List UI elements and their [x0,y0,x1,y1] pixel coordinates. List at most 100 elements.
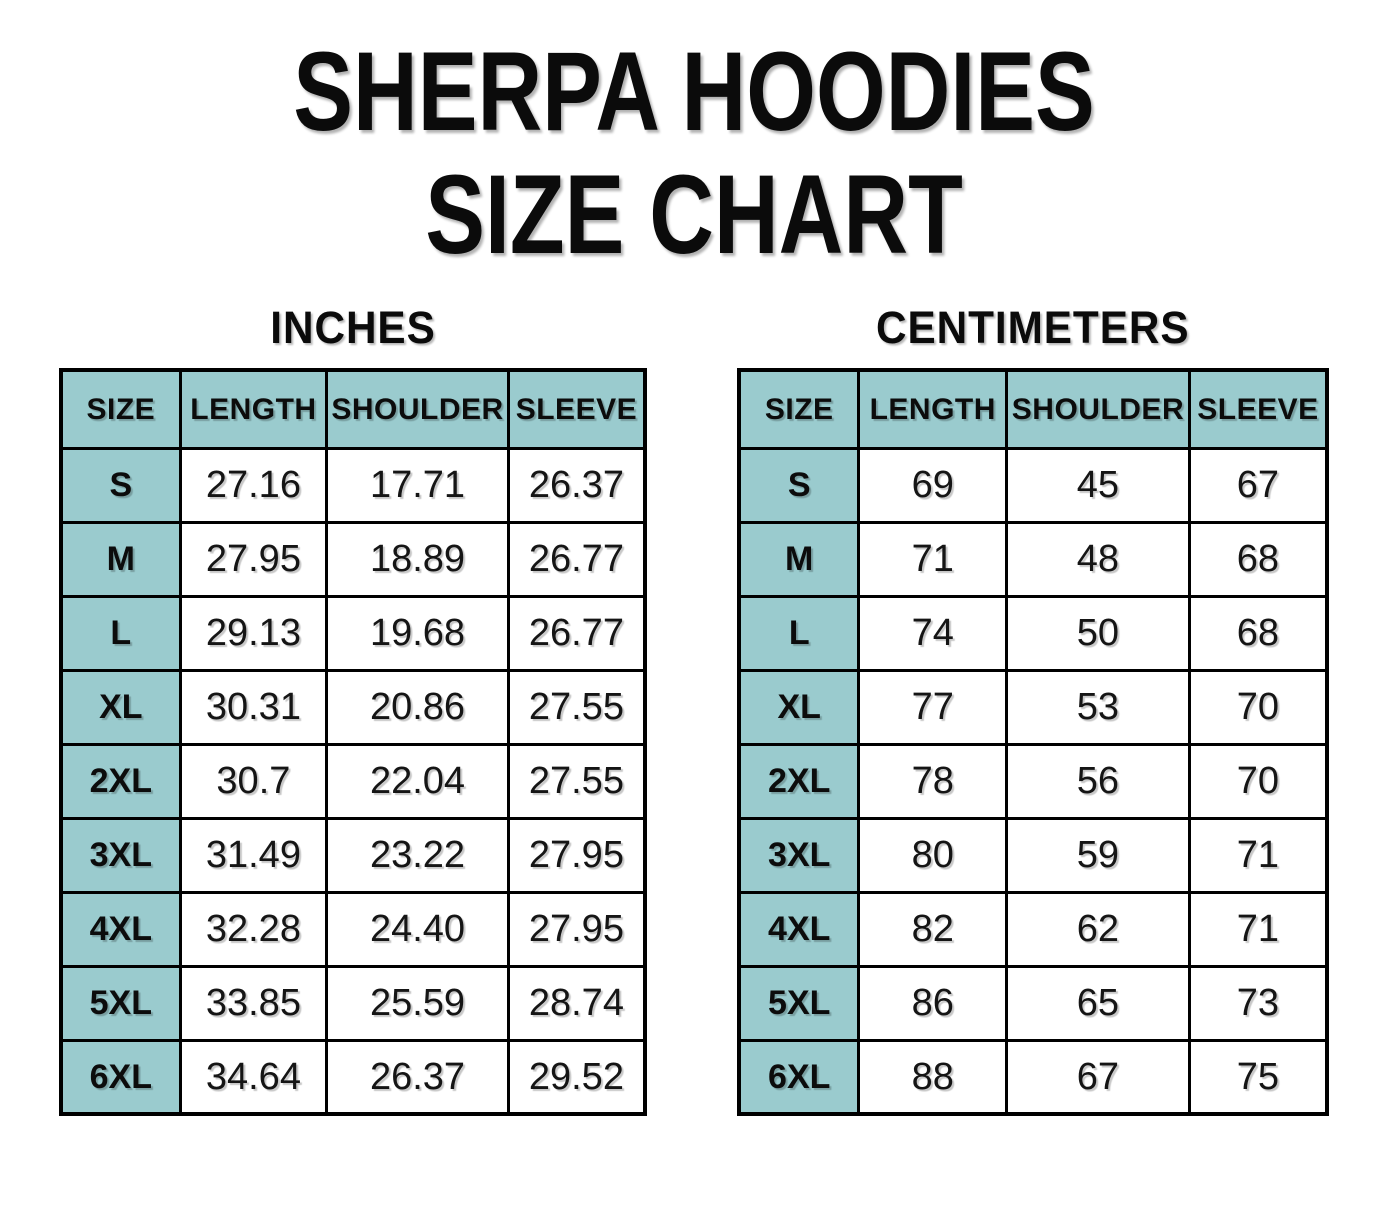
value-cell: 26.77 [506,520,647,598]
value-cell: 50 [1005,594,1191,672]
centimeters-header-row: SIZE LENGTH SHOULDER SLEEVE [737,368,1329,450]
inches-heading: INCHES [270,302,436,354]
centimeters-heading: CENTIMETERS [876,302,1190,354]
table-row: 5XL 86 65 73 [737,964,1329,1042]
value-cell: 31.49 [178,816,329,894]
table-row: XL 77 53 70 [737,668,1329,746]
value-cell: 75 [1187,1038,1329,1116]
size-cell: 6XL [59,1038,182,1116]
table-row: XL 30.31 20.86 27.55 [59,668,647,746]
value-cell: 67 [1187,446,1329,524]
value-cell: 73 [1187,964,1329,1042]
value-cell: 45 [1005,446,1191,524]
value-cell: 17.71 [325,446,510,524]
centimeters-header-sleeve: SLEEVE [1187,368,1329,450]
value-cell: 65 [1005,964,1191,1042]
centimeters-header-size: SIZE [737,368,861,450]
size-cell: M [59,520,182,598]
value-cell: 27.95 [178,520,329,598]
value-cell: 30.31 [178,668,329,746]
size-cell: 4XL [59,890,182,968]
size-cell: 6XL [737,1038,861,1116]
value-cell: 71 [1187,816,1329,894]
value-cell: 71 [1187,890,1329,968]
value-cell: 78 [857,742,1009,820]
size-cell: 3XL [59,816,182,894]
tables-row: INCHES SIZE LENGTH SHOULDER SLEEVE S 27.1… [0,302,1388,1117]
centimeters-header-shoulder: SHOULDER [1005,368,1191,450]
value-cell: 70 [1187,742,1329,820]
centimeters-table-section: CENTIMETERS SIZE LENGTH SHOULDER SLEEVE … [737,302,1329,1117]
value-cell: 19.68 [325,594,510,672]
page-title: SHERPA HOODIES SIZE CHART [139,30,1249,276]
size-cell: M [737,520,861,598]
inches-header-shoulder: SHOULDER [325,368,510,450]
table-row: L 74 50 68 [737,594,1329,672]
value-cell: 18.89 [325,520,510,598]
value-cell: 56 [1005,742,1191,820]
inches-header-length: LENGTH [178,368,329,450]
size-cell: S [59,446,182,524]
value-cell: 80 [857,816,1009,894]
value-cell: 27.95 [506,816,647,894]
size-cell: 5XL [59,964,182,1042]
value-cell: 68 [1187,520,1329,598]
value-cell: 26.37 [506,446,647,524]
size-chart-page: SHERPA HOODIES SIZE CHART INCHES SIZE LE… [0,30,1388,1230]
value-cell: 22.04 [325,742,510,820]
value-cell: 27.55 [506,668,647,746]
value-cell: 82 [857,890,1009,968]
value-cell: 86 [857,964,1009,1042]
table-row: S 69 45 67 [737,446,1329,524]
table-row: 4XL 82 62 71 [737,890,1329,968]
value-cell: 27.16 [178,446,329,524]
table-row: M 71 48 68 [737,520,1329,598]
value-cell: 69 [857,446,1009,524]
value-cell: 48 [1005,520,1191,598]
value-cell: 68 [1187,594,1329,672]
size-cell: 5XL [737,964,861,1042]
size-cell: 2XL [737,742,861,820]
table-row: S 27.16 17.71 26.37 [59,446,647,524]
size-cell: XL [59,668,182,746]
inches-header-size: SIZE [59,368,182,450]
value-cell: 24.40 [325,890,510,968]
value-cell: 25.59 [325,964,510,1042]
value-cell: 20.86 [325,668,510,746]
page-title-line1: SHERPA HOODIES [293,29,1095,154]
size-cell: 3XL [737,816,861,894]
size-cell: L [737,594,861,672]
value-cell: 74 [857,594,1009,672]
size-cell: 2XL [59,742,182,820]
size-cell: XL [737,668,861,746]
value-cell: 71 [857,520,1009,598]
value-cell: 30.7 [178,742,329,820]
value-cell: 32.28 [178,890,329,968]
value-cell: 53 [1005,668,1191,746]
table-row: L 29.13 19.68 26.77 [59,594,647,672]
inches-table-section: INCHES SIZE LENGTH SHOULDER SLEEVE S 27.1… [59,302,647,1117]
size-cell: 4XL [737,890,861,968]
table-row: M 27.95 18.89 26.77 [59,520,647,598]
table-row: 6XL 34.64 26.37 29.52 [59,1038,647,1116]
table-row: 3XL 31.49 23.22 27.95 [59,816,647,894]
value-cell: 88 [857,1038,1009,1116]
centimeters-header-length: LENGTH [857,368,1009,450]
value-cell: 62 [1005,890,1191,968]
value-cell: 29.52 [506,1038,647,1116]
value-cell: 34.64 [178,1038,329,1116]
value-cell: 70 [1187,668,1329,746]
inches-header-sleeve: SLEEVE [506,368,647,450]
table-row: 6XL 88 67 75 [737,1038,1329,1116]
value-cell: 33.85 [178,964,329,1042]
value-cell: 77 [857,668,1009,746]
value-cell: 29.13 [178,594,329,672]
value-cell: 27.95 [506,890,647,968]
page-title-line2: SIZE CHART [425,152,963,278]
value-cell: 26.77 [506,594,647,672]
table-row: 2XL 78 56 70 [737,742,1329,820]
value-cell: 67 [1005,1038,1191,1116]
table-row: 4XL 32.28 24.40 27.95 [59,890,647,968]
inches-table: SIZE LENGTH SHOULDER SLEEVE S 27.16 17.71 2… [59,368,647,1117]
value-cell: 28.74 [506,964,647,1042]
